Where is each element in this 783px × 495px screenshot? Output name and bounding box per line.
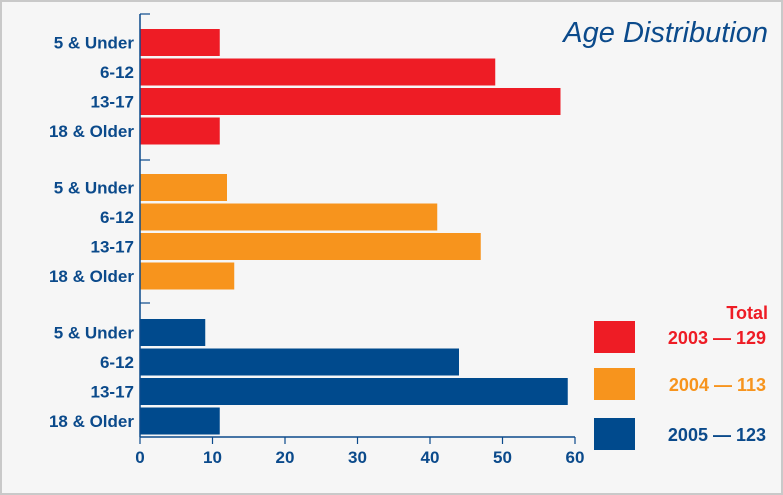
legend-swatch xyxy=(594,418,635,450)
legend-label: 2003 — 129 xyxy=(668,328,766,348)
legend-title: Total xyxy=(726,303,768,323)
category-label: 6-12 xyxy=(100,353,134,372)
bar xyxy=(140,378,568,405)
category-label: 18 & Older xyxy=(49,267,134,286)
x-tick-label: 20 xyxy=(276,448,295,467)
bar xyxy=(140,348,459,376)
bar xyxy=(140,319,206,346)
category-label: 13-17 xyxy=(91,93,134,112)
category-label: 13-17 xyxy=(91,383,134,402)
bar xyxy=(140,29,220,56)
category-label: 5 & Under xyxy=(54,34,135,53)
bar xyxy=(140,233,481,260)
chart-title: Age Distribution xyxy=(561,17,768,49)
x-tick-label: 0 xyxy=(135,448,144,467)
bar xyxy=(140,88,561,115)
bar xyxy=(140,117,220,145)
category-label: 5 & Under xyxy=(54,179,135,198)
category-label: 6-12 xyxy=(100,63,134,82)
legend-label: 2005 — 123 xyxy=(668,425,766,445)
category-label: 6-12 xyxy=(100,208,134,227)
category-label: 18 & Older xyxy=(49,412,134,431)
bar xyxy=(140,203,438,231)
bar xyxy=(140,407,220,435)
bar xyxy=(140,262,235,290)
bar xyxy=(140,174,227,201)
x-tick-label: 30 xyxy=(348,448,367,467)
category-label: 18 & Older xyxy=(49,122,134,141)
x-tick-label: 50 xyxy=(493,448,512,467)
x-tick-label: 10 xyxy=(203,448,222,467)
legend-swatch xyxy=(594,368,635,400)
x-tick-label: 40 xyxy=(421,448,440,467)
x-tick-label: 60 xyxy=(566,448,585,467)
legend-swatch xyxy=(594,321,635,353)
bar xyxy=(140,58,496,86)
category-label: 13-17 xyxy=(91,238,134,257)
legend-label: 2004 — 113 xyxy=(669,375,766,395)
category-label: 5 & Under xyxy=(54,324,135,343)
